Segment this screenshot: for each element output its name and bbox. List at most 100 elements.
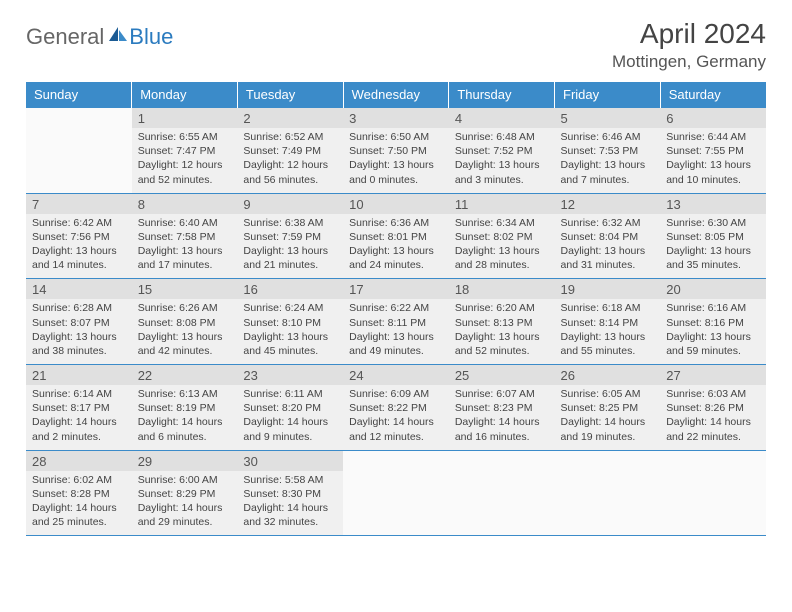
daylight-text: Daylight: 14 hours and 25 minutes. xyxy=(32,501,126,529)
calendar-cell: 19Sunrise: 6:18 AMSunset: 8:14 PMDayligh… xyxy=(555,279,661,365)
day-number: 9 xyxy=(237,194,343,214)
daylight-text: Daylight: 14 hours and 2 minutes. xyxy=(32,415,126,443)
day-content: Sunrise: 6:34 AMSunset: 8:02 PMDaylight:… xyxy=(449,214,555,279)
day-number: 20 xyxy=(660,279,766,299)
daylight-text: Daylight: 13 hours and 49 minutes. xyxy=(349,330,443,358)
day-content: Sunrise: 6:32 AMSunset: 8:04 PMDaylight:… xyxy=(555,214,661,279)
page: General Blue April 2024 Mottingen, Germa… xyxy=(0,0,792,554)
day-content: Sunrise: 6:11 AMSunset: 8:20 PMDaylight:… xyxy=(237,385,343,450)
sunrise-text: Sunrise: 6:07 AM xyxy=(455,387,549,401)
sunset-text: Sunset: 8:14 PM xyxy=(561,316,655,330)
daylight-text: Daylight: 13 hours and 59 minutes. xyxy=(666,330,760,358)
day-content: Sunrise: 6:30 AMSunset: 8:05 PMDaylight:… xyxy=(660,214,766,279)
daylight-text: Daylight: 13 hours and 24 minutes. xyxy=(349,244,443,272)
calendar-cell: 28Sunrise: 6:02 AMSunset: 8:28 PMDayligh… xyxy=(26,450,132,536)
sunrise-text: Sunrise: 6:44 AM xyxy=(666,130,760,144)
calendar-cell xyxy=(555,450,661,536)
daylight-text: Daylight: 13 hours and 0 minutes. xyxy=(349,158,443,186)
header: General Blue April 2024 Mottingen, Germa… xyxy=(26,18,766,72)
daylight-text: Daylight: 14 hours and 19 minutes. xyxy=(561,415,655,443)
calendar-cell: 26Sunrise: 6:05 AMSunset: 8:25 PMDayligh… xyxy=(555,365,661,451)
daylight-text: Daylight: 13 hours and 21 minutes. xyxy=(243,244,337,272)
calendar-week-row: 21Sunrise: 6:14 AMSunset: 8:17 PMDayligh… xyxy=(26,365,766,451)
calendar-cell: 7Sunrise: 6:42 AMSunset: 7:56 PMDaylight… xyxy=(26,193,132,279)
day-content: Sunrise: 6:48 AMSunset: 7:52 PMDaylight:… xyxy=(449,128,555,193)
day-content: Sunrise: 6:13 AMSunset: 8:19 PMDaylight:… xyxy=(132,385,238,450)
calendar-cell: 3Sunrise: 6:50 AMSunset: 7:50 PMDaylight… xyxy=(343,108,449,194)
calendar-cell xyxy=(343,450,449,536)
sunrise-text: Sunrise: 6:46 AM xyxy=(561,130,655,144)
sunset-text: Sunset: 8:26 PM xyxy=(666,401,760,415)
daylight-text: Daylight: 13 hours and 17 minutes. xyxy=(138,244,232,272)
day-content: Sunrise: 6:09 AMSunset: 8:22 PMDaylight:… xyxy=(343,385,449,450)
weekday-header-row: Sunday Monday Tuesday Wednesday Thursday… xyxy=(26,82,766,108)
day-content: Sunrise: 6:50 AMSunset: 7:50 PMDaylight:… xyxy=(343,128,449,193)
day-number: 10 xyxy=(343,194,449,214)
daylight-text: Daylight: 14 hours and 9 minutes. xyxy=(243,415,337,443)
daylight-text: Daylight: 14 hours and 32 minutes. xyxy=(243,501,337,529)
daylight-text: Daylight: 14 hours and 12 minutes. xyxy=(349,415,443,443)
day-content: Sunrise: 6:22 AMSunset: 8:11 PMDaylight:… xyxy=(343,299,449,364)
sunset-text: Sunset: 8:05 PM xyxy=(666,230,760,244)
calendar-week-row: 14Sunrise: 6:28 AMSunset: 8:07 PMDayligh… xyxy=(26,279,766,365)
sunset-text: Sunset: 7:49 PM xyxy=(243,144,337,158)
title-block: April 2024 Mottingen, Germany xyxy=(612,18,766,72)
day-number: 28 xyxy=(26,451,132,471)
calendar-cell: 20Sunrise: 6:16 AMSunset: 8:16 PMDayligh… xyxy=(660,279,766,365)
daylight-text: Daylight: 13 hours and 3 minutes. xyxy=(455,158,549,186)
calendar-cell: 15Sunrise: 6:26 AMSunset: 8:08 PMDayligh… xyxy=(132,279,238,365)
calendar-week-row: 7Sunrise: 6:42 AMSunset: 7:56 PMDaylight… xyxy=(26,193,766,279)
sunrise-text: Sunrise: 6:30 AM xyxy=(666,216,760,230)
day-content: Sunrise: 6:03 AMSunset: 8:26 PMDaylight:… xyxy=(660,385,766,450)
calendar-week-row: 1Sunrise: 6:55 AMSunset: 7:47 PMDaylight… xyxy=(26,108,766,194)
calendar-cell: 23Sunrise: 6:11 AMSunset: 8:20 PMDayligh… xyxy=(237,365,343,451)
day-number: 16 xyxy=(237,279,343,299)
sunrise-text: Sunrise: 6:26 AM xyxy=(138,301,232,315)
daylight-text: Daylight: 13 hours and 10 minutes. xyxy=(666,158,760,186)
sunset-text: Sunset: 8:23 PM xyxy=(455,401,549,415)
sunrise-text: Sunrise: 5:58 AM xyxy=(243,473,337,487)
sunset-text: Sunset: 8:29 PM xyxy=(138,487,232,501)
day-number: 26 xyxy=(555,365,661,385)
calendar-cell: 27Sunrise: 6:03 AMSunset: 8:26 PMDayligh… xyxy=(660,365,766,451)
sunset-text: Sunset: 7:53 PM xyxy=(561,144,655,158)
sunset-text: Sunset: 8:02 PM xyxy=(455,230,549,244)
sunrise-text: Sunrise: 6:14 AM xyxy=(32,387,126,401)
day-content: Sunrise: 6:18 AMSunset: 8:14 PMDaylight:… xyxy=(555,299,661,364)
sunset-text: Sunset: 8:19 PM xyxy=(138,401,232,415)
calendar-cell xyxy=(449,450,555,536)
day-content: Sunrise: 6:14 AMSunset: 8:17 PMDaylight:… xyxy=(26,385,132,450)
sunset-text: Sunset: 8:16 PM xyxy=(666,316,760,330)
sunrise-text: Sunrise: 6:20 AM xyxy=(455,301,549,315)
day-number: 22 xyxy=(132,365,238,385)
daylight-text: Daylight: 13 hours and 7 minutes. xyxy=(561,158,655,186)
day-content: Sunrise: 6:38 AMSunset: 7:59 PMDaylight:… xyxy=(237,214,343,279)
sunrise-text: Sunrise: 6:00 AM xyxy=(138,473,232,487)
weekday-header: Tuesday xyxy=(237,82,343,108)
sunrise-text: Sunrise: 6:34 AM xyxy=(455,216,549,230)
calendar-cell: 9Sunrise: 6:38 AMSunset: 7:59 PMDaylight… xyxy=(237,193,343,279)
sunrise-text: Sunrise: 6:38 AM xyxy=(243,216,337,230)
sunset-text: Sunset: 8:10 PM xyxy=(243,316,337,330)
sunrise-text: Sunrise: 6:03 AM xyxy=(666,387,760,401)
daylight-text: Daylight: 13 hours and 35 minutes. xyxy=(666,244,760,272)
sunset-text: Sunset: 8:25 PM xyxy=(561,401,655,415)
day-number: 13 xyxy=(660,194,766,214)
sunset-text: Sunset: 8:04 PM xyxy=(561,230,655,244)
day-content: Sunrise: 6:07 AMSunset: 8:23 PMDaylight:… xyxy=(449,385,555,450)
calendar-cell: 12Sunrise: 6:32 AMSunset: 8:04 PMDayligh… xyxy=(555,193,661,279)
day-content: Sunrise: 5:58 AMSunset: 8:30 PMDaylight:… xyxy=(237,471,343,536)
daylight-text: Daylight: 13 hours and 14 minutes. xyxy=(32,244,126,272)
calendar-cell: 2Sunrise: 6:52 AMSunset: 7:49 PMDaylight… xyxy=(237,108,343,194)
day-content: Sunrise: 6:36 AMSunset: 8:01 PMDaylight:… xyxy=(343,214,449,279)
sunrise-text: Sunrise: 6:13 AM xyxy=(138,387,232,401)
day-content: Sunrise: 6:44 AMSunset: 7:55 PMDaylight:… xyxy=(660,128,766,193)
sunset-text: Sunset: 8:20 PM xyxy=(243,401,337,415)
weekday-header: Monday xyxy=(132,82,238,108)
weekday-header: Friday xyxy=(555,82,661,108)
daylight-text: Daylight: 13 hours and 45 minutes. xyxy=(243,330,337,358)
sunset-text: Sunset: 8:28 PM xyxy=(32,487,126,501)
day-number: 14 xyxy=(26,279,132,299)
sunset-text: Sunset: 8:08 PM xyxy=(138,316,232,330)
sunrise-text: Sunrise: 6:24 AM xyxy=(243,301,337,315)
